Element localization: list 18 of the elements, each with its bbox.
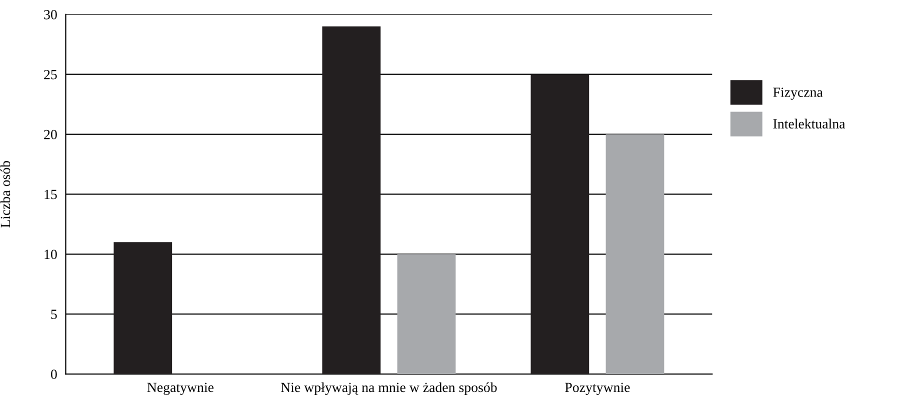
bar [397,254,456,374]
legend-label: Intelektualna [773,118,846,129]
y-tick-label: 0 [50,370,57,379]
x-tick-label: Pozytywnie [565,382,630,395]
y-tick-label: 20 [44,130,57,140]
bar [114,242,172,374]
bar [606,134,664,374]
y-tick-label: 25 [44,70,57,80]
y-tick-label: 30 [44,10,57,20]
y-tick-label: 5 [51,310,57,320]
bar [530,74,590,374]
legend-label: Fizyczna [773,88,823,100]
y-axis-title: Liczba osób [0,160,10,228]
y-tick-label: 10 [44,250,57,260]
y-tick-label: 15 [44,190,57,200]
x-tick-label: Nie wpływają na mnie w żaden sposób [280,382,497,395]
x-tick-label: Negatywnie [147,382,214,395]
bar [322,26,381,374]
